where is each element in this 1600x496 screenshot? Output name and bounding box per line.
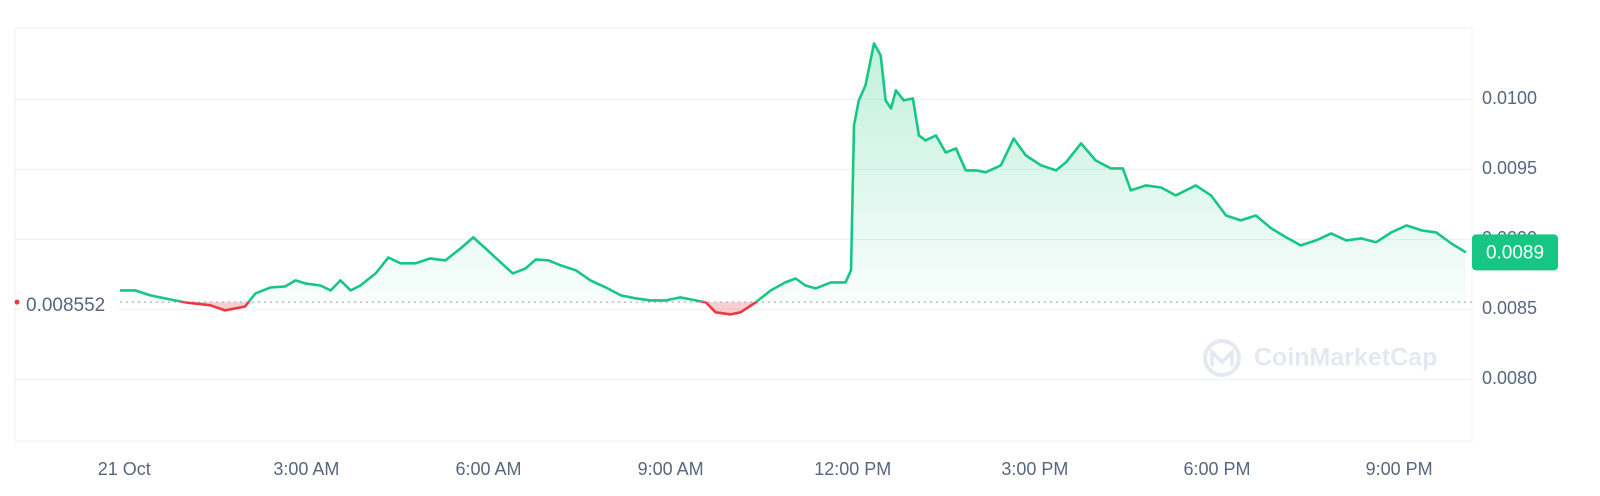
plot-frame bbox=[14, 27, 1473, 442]
x-tick-label: 12:00 PM bbox=[814, 459, 891, 479]
y-tick-label: 0.0100 bbox=[1482, 88, 1537, 108]
watermark-text: CoinMarketCap bbox=[1254, 344, 1437, 372]
last-value-badge bbox=[1472, 234, 1558, 271]
last-value-label: 0.0089 bbox=[1486, 242, 1544, 263]
price-line bbox=[120, 42, 1467, 316]
baseline-label: 0.008552 bbox=[26, 295, 105, 316]
x-tick-label: 9:00 AM bbox=[638, 459, 704, 479]
x-tick-label: 3:00 AM bbox=[273, 459, 339, 479]
price-area bbox=[120, 43, 1466, 315]
watermark: CoinMarketCap bbox=[1203, 339, 1437, 377]
y-tick-label: 0.0080 bbox=[1482, 368, 1537, 388]
x-tick-label: 21 Oct bbox=[98, 459, 151, 479]
x-tick-label: 6:00 AM bbox=[456, 459, 522, 479]
y-tick-label: 0.0095 bbox=[1482, 158, 1537, 178]
baseline-dot bbox=[14, 299, 20, 305]
x-tick-label: 3:00 PM bbox=[1001, 459, 1068, 479]
y-tick-label: 0.0085 bbox=[1482, 298, 1537, 318]
x-tick-label: 9:00 PM bbox=[1366, 459, 1433, 479]
baseline-label-bg bbox=[22, 290, 118, 315]
x-tick-label: 6:00 PM bbox=[1184, 459, 1251, 479]
